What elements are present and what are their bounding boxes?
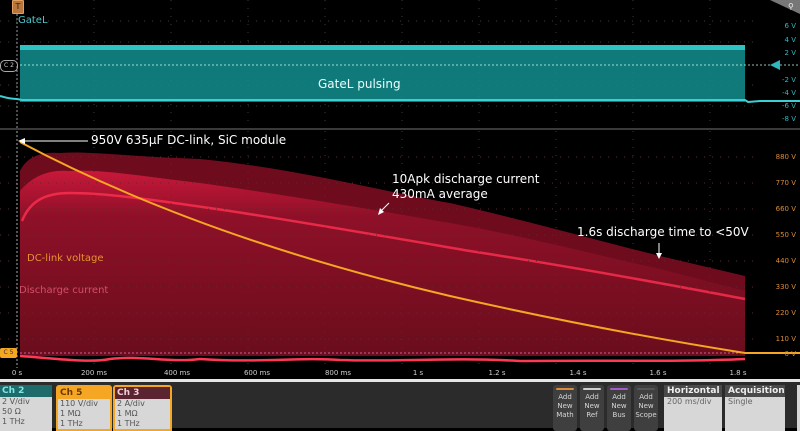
y-tick-upper: -4 V xyxy=(782,89,796,97)
y-tick-lower: 770 V xyxy=(775,179,796,187)
channel-5-impedance: 1 MΩ xyxy=(60,409,81,418)
x-tick: 1.4 s xyxy=(569,369,587,377)
add-new-bus-button[interactable]: Add New Bus xyxy=(607,385,631,431)
y-tick-lower: 0 V xyxy=(784,350,796,358)
channel-5-title: Ch 5 xyxy=(58,387,110,399)
channel-5-marker[interactable]: C 5 xyxy=(0,348,17,358)
x-tick: 800 ms xyxy=(324,369,352,377)
y-tick-lower: 880 V xyxy=(775,153,796,161)
horizontal-title: Horizontal xyxy=(664,385,722,397)
acquisition-mode: Single xyxy=(728,397,753,406)
x-tick: 1.8 s xyxy=(729,369,747,377)
y-tick-lower: 440 V xyxy=(775,257,796,265)
button-label: Add xyxy=(585,393,599,401)
channel-3-title: Ch 3 xyxy=(115,387,170,399)
y-tick-lower: 330 V xyxy=(775,283,796,291)
discharge-waveform-graticule xyxy=(0,131,800,368)
panel-divider xyxy=(0,128,800,130)
channel-2-title: Ch 2 xyxy=(0,385,52,397)
x-tick: 1.6 s xyxy=(649,369,667,377)
channel-2-badge[interactable]: Ch 2 2 V/div 50 Ω 1 THz xyxy=(0,385,52,431)
button-label: Scope xyxy=(635,411,657,419)
gate-waveform-panel[interactable]: T GateL C 2 GateL pulsing ⚲ 6 V 4 V 2 V … xyxy=(0,0,800,128)
channel-5-bandwidth: 1 THz xyxy=(60,419,83,428)
y-tick-upper: 6 V xyxy=(784,22,796,30)
channel-2-bandwidth: 1 THz xyxy=(2,417,25,426)
dclink-annotation: 950V 635µF DC-link, SiC module xyxy=(91,133,287,147)
math-color-bar xyxy=(556,388,574,390)
y-tick-upper: 4 V xyxy=(784,36,796,44)
y-tick-upper: -8 V xyxy=(782,115,796,123)
horizontal-settings-badge[interactable]: Horizontal 200 ms/div xyxy=(664,385,722,431)
channel-3-impedance: 1 MΩ xyxy=(117,409,138,418)
discharge-waveform-panel[interactable]: 950V 635µF DC-link, SiC module 10Apk dis… xyxy=(0,131,800,368)
y-tick-lower: 550 V xyxy=(775,231,796,239)
channel-5-badge[interactable]: Ch 5 110 V/div 1 MΩ 1 THz xyxy=(56,385,112,431)
y-tick-lower: 110 V xyxy=(775,335,796,343)
gate-waveform-graticule xyxy=(0,0,800,128)
button-label: Ref xyxy=(586,411,598,419)
acquisition-title: Acquisition xyxy=(725,385,785,397)
ref-color-bar xyxy=(583,388,601,390)
x-tick: 400 ms xyxy=(163,369,191,377)
horizontal-scale: 200 ms/div xyxy=(667,397,712,406)
channel-3-scale: 2 A/div xyxy=(117,399,145,408)
gatel-pulsing-annotation: GateL pulsing xyxy=(318,77,401,91)
bus-color-bar xyxy=(610,388,628,390)
x-tick: 0 s xyxy=(11,369,23,377)
button-label: Bus xyxy=(612,411,626,419)
settings-bar: Ch 2 2 V/div 50 Ω 1 THz Ch 5 110 V/div 1… xyxy=(0,379,800,431)
add-new-scope-button[interactable]: Add New Scope xyxy=(634,385,658,431)
button-label: Add xyxy=(612,393,626,401)
current-label: Discharge current xyxy=(19,285,109,296)
button-label: Add xyxy=(639,393,653,401)
channel-2-impedance: 50 Ω xyxy=(2,407,21,416)
discharge-time-annotation: 1.6s discharge time to <50V xyxy=(577,225,749,239)
button-label: New xyxy=(611,402,627,410)
y-tick-upper: -6 V xyxy=(782,102,796,110)
y-tick-lower: 660 V xyxy=(775,205,796,213)
add-new-math-button[interactable]: Add New Math xyxy=(553,385,577,431)
y-tick-upper: 2 V xyxy=(784,49,796,57)
peak-current-annotation: 10Apk discharge current xyxy=(392,172,540,186)
trigger-marker[interactable]: T xyxy=(12,0,24,14)
y-tick-upper: 0 xyxy=(775,62,780,70)
gate-trace-label: GateL xyxy=(18,15,48,26)
x-tick: 1.2 s xyxy=(488,369,506,377)
button-label: Math xyxy=(556,411,574,419)
channel-3-bandwidth: 1 THz xyxy=(117,419,140,428)
wrench-icon[interactable]: ⚲ xyxy=(788,2,794,11)
scope-color-bar xyxy=(637,388,655,390)
add-new-ref-button[interactable]: Add New Ref xyxy=(580,385,604,431)
channel-2-marker[interactable]: C 2 xyxy=(0,60,18,72)
channel-2-scale: 2 V/div xyxy=(2,397,30,406)
acquisition-settings-badge[interactable]: Acquisition Single xyxy=(725,385,785,431)
button-label: New xyxy=(638,402,654,410)
button-label: New xyxy=(557,402,573,410)
button-label: New xyxy=(584,402,600,410)
button-label: Add xyxy=(558,393,572,401)
y-tick-upper: -2 V xyxy=(782,76,796,84)
y-tick-lower: 220 V xyxy=(775,309,796,317)
channel-3-badge[interactable]: Ch 3 2 A/div 1 MΩ 1 THz xyxy=(113,385,172,431)
x-tick: 600 ms xyxy=(243,369,271,377)
x-tick: 200 ms xyxy=(80,369,108,377)
average-current-annotation: 430mA average xyxy=(392,187,488,201)
channel-5-scale: 110 V/div xyxy=(60,399,99,408)
x-tick: 1 s xyxy=(412,369,424,377)
settings-scroll-edge[interactable] xyxy=(797,385,800,431)
voltage-label: DC-link voltage xyxy=(27,253,104,264)
